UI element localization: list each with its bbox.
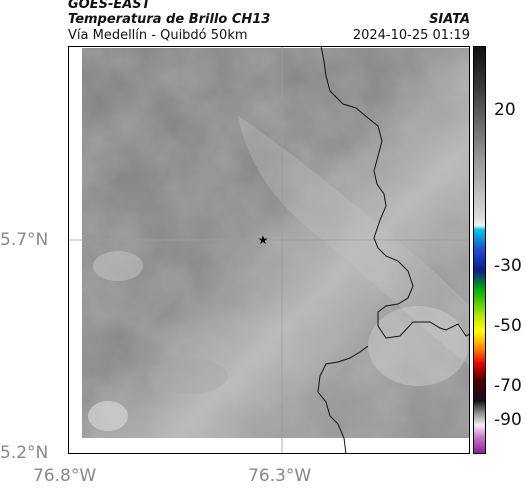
colorbar bbox=[473, 46, 486, 454]
star-icon[interactable]: ★ bbox=[258, 233, 269, 247]
satellite-label: GOES-EAST bbox=[68, 0, 151, 12]
brightness-temperature-field bbox=[82, 48, 470, 438]
plot-border bbox=[68, 46, 470, 454]
product-title: Temperatura de Brillo CH13 bbox=[68, 12, 271, 27]
longitude-label: 76.8°W bbox=[33, 466, 97, 486]
longitude-label: 76.3°W bbox=[248, 466, 312, 486]
satellite-map[interactable]: ★ bbox=[68, 46, 470, 454]
latitude-label: 5.7°N bbox=[0, 230, 49, 250]
colorbar-tick: -90 bbox=[494, 410, 522, 430]
colorbar-tick: -50 bbox=[494, 316, 522, 336]
datetime-label: 2024-10-25 01:19 bbox=[352, 28, 470, 43]
colorbar-tick: 20 bbox=[494, 100, 516, 120]
latitude-label: 5.2°N bbox=[0, 443, 49, 463]
region-label: Vía Medellín - Quibdó 50km bbox=[68, 28, 248, 43]
department-border bbox=[317, 46, 470, 454]
colorbar-tick: -30 bbox=[494, 256, 522, 276]
colorbar-tick: -70 bbox=[494, 376, 522, 396]
org-label: SIATA bbox=[429, 12, 470, 27]
